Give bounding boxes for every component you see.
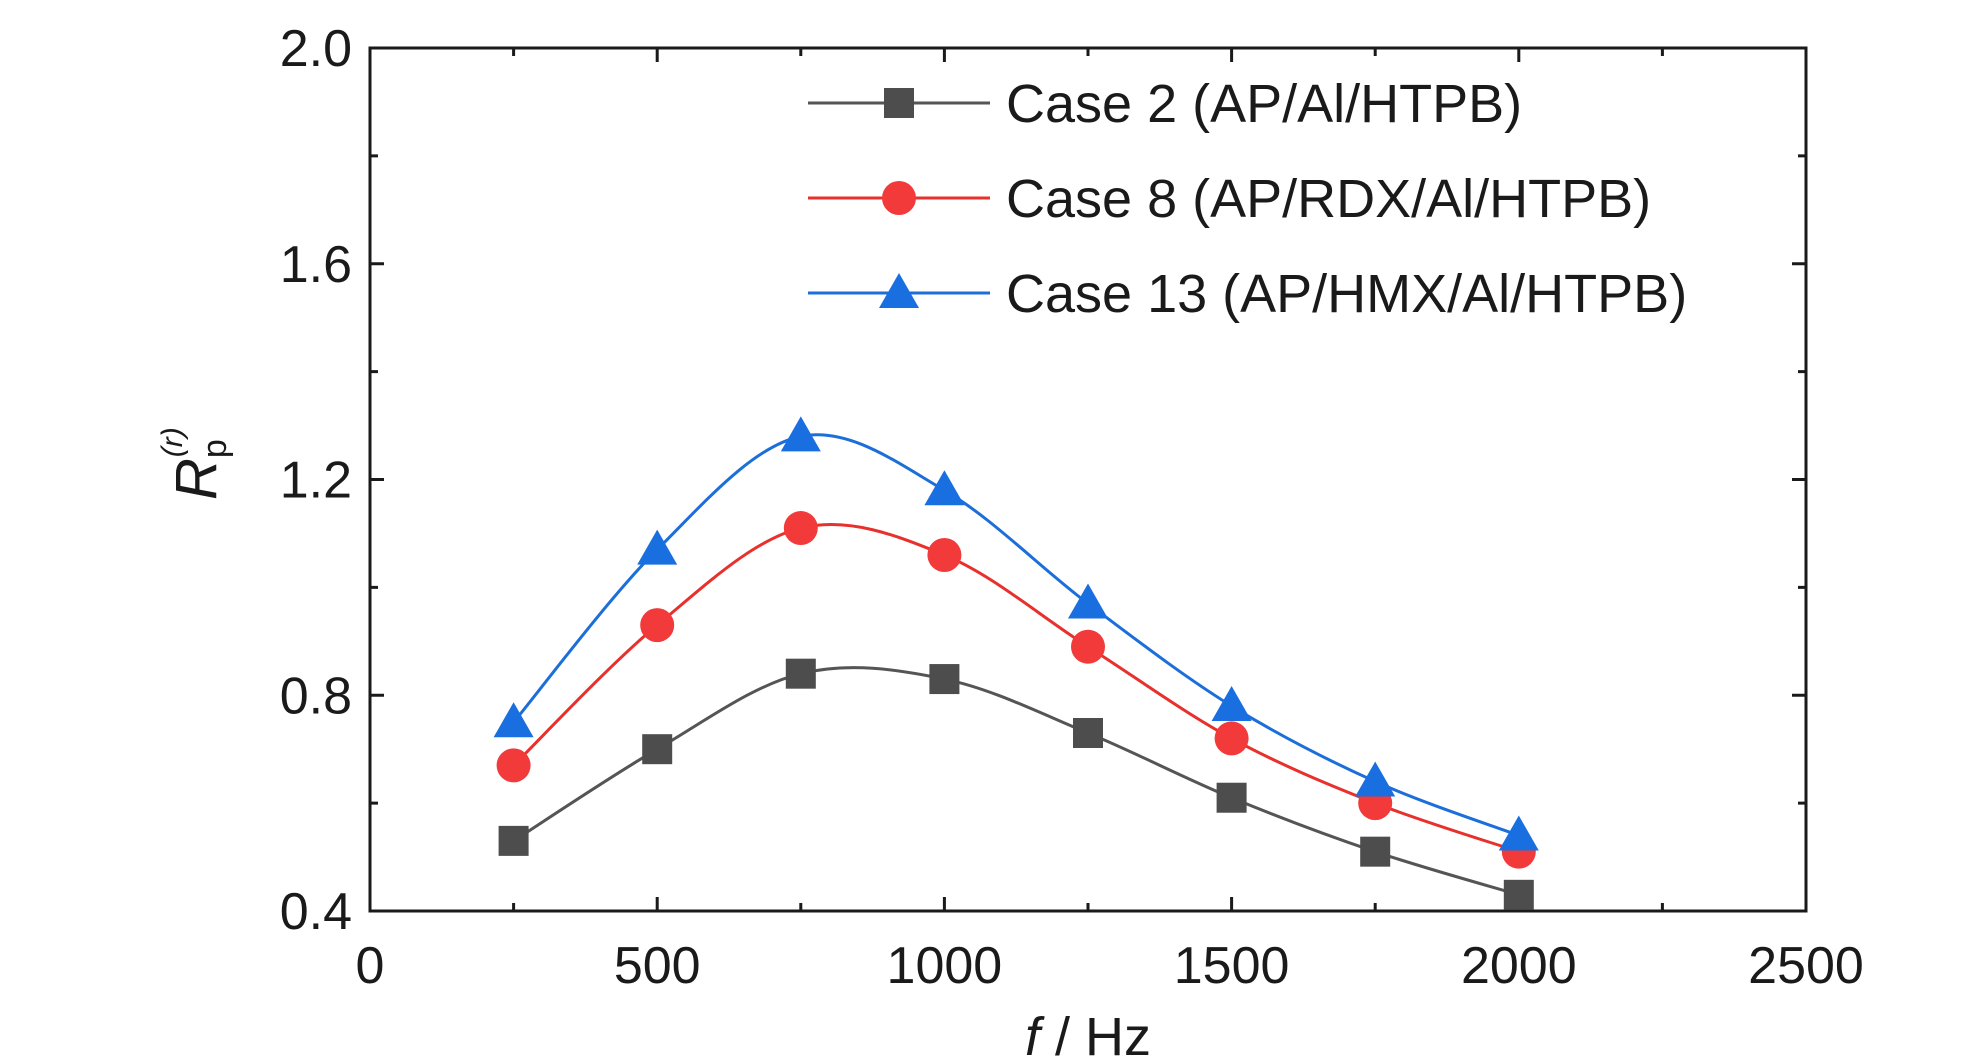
data-point-square [498, 825, 529, 856]
legend-marker [879, 273, 919, 308]
legend-label: Case 13 (AP/HMX/Al/HTPB) [1006, 264, 1687, 324]
data-point-triangle [493, 702, 534, 738]
data-point-square [1073, 718, 1103, 749]
x-tick-label: 2500 [1748, 937, 1864, 995]
y-tick-label: 1.2 [280, 452, 352, 510]
data-point-circle [1214, 721, 1249, 756]
x-tick-label: 1000 [887, 937, 1003, 995]
x-axis-unit: / Hz [1040, 1007, 1151, 1063]
data-point-circle [496, 748, 531, 783]
series-3 [493, 416, 1539, 851]
y-tick-label: 2.0 [280, 20, 352, 78]
x-tick-label: 1500 [1174, 937, 1290, 995]
y-axis-subscript: p [196, 439, 234, 458]
data-point-triangle [1068, 583, 1108, 619]
y-tick-label: 0.8 [280, 667, 352, 725]
data-point-triangle [1498, 815, 1539, 851]
legend-label: Case 8 (AP/RDX/Al/HTPB) [1006, 169, 1651, 229]
data-point-triangle [924, 470, 965, 506]
series-1 [498, 658, 1534, 910]
data-point-triangle [1355, 761, 1396, 797]
data-point-square [1216, 782, 1247, 813]
data-point-square [1503, 879, 1534, 910]
legend-item: Case 8 (AP/RDX/Al/HTPB) [808, 169, 1651, 229]
series-2 [496, 511, 1536, 869]
legend-item: Case 2 (AP/Al/HTPB) [808, 74, 1522, 134]
data-point-triangle [637, 529, 678, 565]
legend: Case 2 (AP/Al/HTPB) Case 8 (AP/RDX/Al/HTP… [808, 74, 1687, 324]
data-point-circle [783, 511, 818, 546]
axis-labels: f / Hz Rp (r) [156, 427, 1151, 1063]
y-tick-label: 0.4 [280, 883, 352, 941]
data-point-square [642, 734, 673, 765]
x-axis-variable: f [1025, 1007, 1045, 1063]
data-point-circle [1071, 629, 1105, 664]
y-tick-label: 1.6 [280, 236, 352, 294]
legend-marker [884, 88, 914, 118]
data-point-square [1360, 836, 1391, 867]
y-axis-superscript: (r) [156, 427, 189, 457]
data-point-circle [640, 608, 675, 643]
x-tick-label: 0 [356, 937, 385, 995]
x-axis-label: f / Hz [1025, 1007, 1151, 1063]
x-tick-label: 500 [614, 937, 701, 995]
data-point-square [929, 664, 960, 695]
y-axis-symbol: R [164, 458, 229, 500]
data-point-circle [927, 538, 962, 573]
y-axis-label: Rp (r) [156, 427, 234, 500]
data-point-triangle [780, 416, 821, 452]
legend-marker [882, 181, 916, 215]
data-point-square [785, 658, 816, 689]
x-tick-label: 2000 [1461, 937, 1577, 995]
legend-label: Case 2 (AP/Al/HTPB) [1006, 74, 1522, 134]
axes-group: 0 500 1000 1500 2000 2500 0.4 0.8 1.2 1.6 2.0 [280, 20, 1864, 995]
legend-item: Case 13 (AP/HMX/Al/HTPB) [808, 264, 1687, 324]
data-point-triangle [1211, 686, 1252, 722]
series-group [493, 416, 1539, 910]
